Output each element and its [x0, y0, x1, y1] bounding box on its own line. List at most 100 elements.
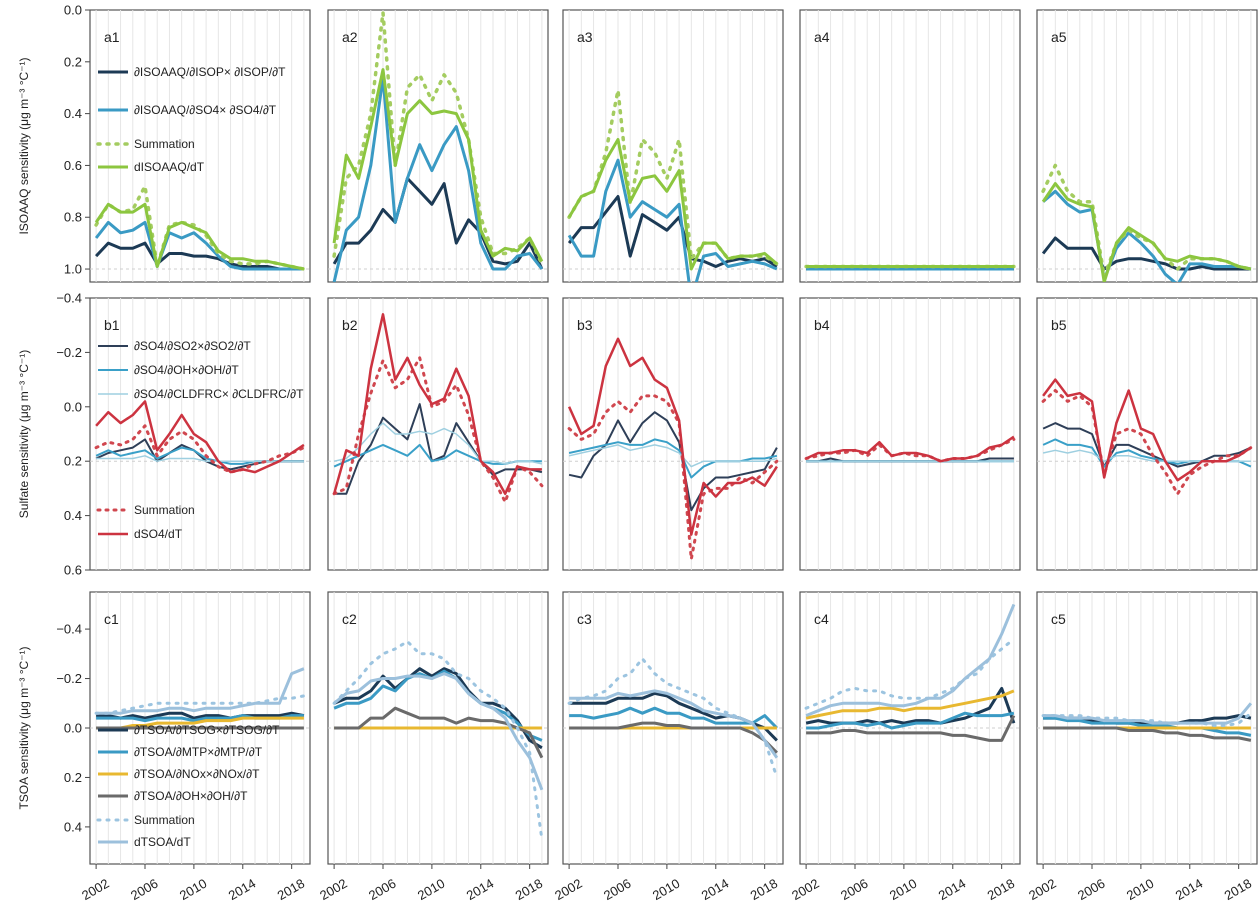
y-tick-label: 0.4 — [64, 819, 82, 834]
panel-label: c2 — [342, 611, 357, 627]
y-tick-label: 0.0 — [64, 399, 82, 414]
legend-label: Summation — [134, 813, 195, 827]
series-line-c1-6 — [96, 667, 305, 715]
series-line-c3-4 — [569, 721, 778, 754]
series-line-b4-5 — [805, 435, 1015, 463]
y-tick-label: −0.4 — [56, 291, 82, 306]
y-axis-label: TSOA sensitivity (μg m⁻³ °C⁻¹) — [17, 646, 31, 809]
panel-c3: c3 — [562, 591, 784, 865]
series-line-c4-6 — [805, 603, 1016, 717]
y-tick-label: 0.2 — [64, 54, 82, 69]
panel-label: c1 — [104, 611, 119, 627]
series-line-a3-2 — [567, 158, 778, 282]
legend-label: ∂SO4/∂SO2×∂SO2/∂T — [134, 339, 251, 353]
series-line-c1-5 — [94, 694, 306, 715]
x-tick-label: 2014 — [936, 876, 969, 903]
y-tick-label: 0.0 — [64, 3, 82, 18]
series-line-c2-6 — [333, 672, 544, 791]
series-line-b3-5 — [567, 337, 778, 536]
series-line-b3-3 — [568, 444, 778, 468]
panel-frame — [327, 297, 549, 571]
x-tick-label: 2006 — [1075, 876, 1108, 903]
panel-b2: b2 — [327, 297, 549, 571]
panel-label: b2 — [342, 317, 358, 333]
legend-label: dSO4/dT — [134, 527, 183, 541]
panel-frame — [799, 9, 1021, 283]
series-line-b2-3 — [333, 422, 543, 465]
x-tick-label: 2014 — [226, 876, 259, 903]
panel-frame — [1036, 9, 1258, 283]
legend-label: ∂ISOAAQ/∂SO4× ∂SO4/∂T — [134, 103, 277, 117]
x-tick-label: 2006 — [128, 876, 161, 903]
series-line-b5-5 — [1042, 378, 1252, 482]
panel-label: a3 — [577, 29, 593, 45]
legend-label: ∂TSOA/∂MTP×∂MTP/∂T — [134, 745, 263, 759]
y-tick-label: −0.4 — [56, 622, 82, 637]
panel-c4: c4 — [799, 591, 1021, 865]
series-line-b1-3 — [96, 455, 304, 462]
legend-label: ∂TSOA/∂OH×∂OH/∂T — [134, 789, 248, 803]
panel-b1: b1 — [89, 297, 311, 571]
series-line-b3-4 — [567, 394, 779, 561]
legend-row-2: ∂SO4/∂SO2×∂SO2/∂T ∂SO4/∂OH×∂OH/∂T ∂SO4/∂CL… — [96, 339, 304, 541]
y-tick-label: 0.4 — [64, 508, 82, 523]
panel-frame — [1036, 297, 1258, 571]
y-tick-label: −0.2 — [56, 345, 82, 360]
y-axis-label: Sulfate sensitivity (μg m⁻³ °C⁻¹) — [17, 350, 31, 518]
series-line-b1-4 — [94, 424, 306, 474]
legend-label: ∂SO4/∂OH×∂OH/∂T — [134, 363, 239, 377]
x-tick-label: 2014 — [1173, 876, 1206, 903]
x-tick-label: 2018 — [985, 876, 1018, 903]
panel-c2: c2 — [327, 591, 549, 865]
panel-label: c5 — [1051, 611, 1066, 627]
series-line-a5-2 — [1042, 189, 1252, 282]
series-line-c5-6 — [1043, 702, 1253, 725]
panel-label: c4 — [814, 611, 829, 627]
panel-a5: a5 — [1036, 9, 1258, 283]
panel-a3: a3 — [562, 9, 784, 283]
series-line-b3-1 — [568, 411, 778, 512]
series-line-a5-4 — [1041, 182, 1252, 282]
panel-b5: b5 — [1036, 297, 1258, 571]
panel-label: c3 — [577, 611, 592, 627]
series-line-c5-4 — [1043, 726, 1252, 742]
panel-label: b5 — [1051, 317, 1067, 333]
x-tick-label: 2002 — [552, 876, 585, 903]
x-tick-label: 2002 — [79, 876, 112, 903]
series-line-a2-2 — [332, 75, 544, 282]
x-tick-label: 2002 — [789, 876, 822, 903]
panel-label: a1 — [104, 29, 120, 45]
x-tick-label: 2014 — [699, 876, 732, 903]
series-line-c4-3 — [805, 689, 1015, 720]
panel-label: a4 — [814, 29, 830, 45]
series-line-c1-3 — [96, 716, 304, 730]
series-line-c3-6 — [569, 689, 779, 759]
series-line-a2-4 — [332, 68, 544, 262]
legend-label: ∂SO4/∂CLDFRC× ∂CLDFRC/∂T — [134, 387, 304, 401]
series-line-c4-2 — [806, 711, 1015, 730]
y-tick-label: 0.6 — [64, 158, 82, 173]
series-line-b2-4 — [332, 356, 544, 504]
y-axis-label: ISOAAQ sensitivity (μg m⁻³ °C⁻¹) — [17, 57, 31, 234]
series-line-a1-1 — [95, 241, 304, 271]
y-tick-label: 0.8 — [64, 210, 82, 225]
panel-b4: b4 — [799, 297, 1021, 571]
series-line-c1-1 — [96, 711, 305, 720]
y-tick-label: 0.2 — [64, 454, 82, 469]
x-tick-label: 2006 — [838, 876, 871, 903]
x-tick-label: 2010 — [1124, 876, 1157, 903]
x-tick-label: 2018 — [275, 876, 308, 903]
y-tick-label: 0.0 — [64, 721, 82, 736]
x-tick-label: 2002 — [317, 876, 350, 903]
series-line-b2-1 — [334, 403, 543, 495]
series-line-c4-4 — [806, 714, 1016, 742]
panel-frame — [562, 9, 784, 283]
series-line-c3-2 — [569, 706, 778, 730]
series-line-a1-4 — [94, 202, 305, 271]
y-tick-label: −0.2 — [56, 671, 82, 686]
x-tick-label: 2014 — [464, 876, 497, 903]
x-tick-label: 2010 — [177, 876, 210, 903]
x-tick-label: 2002 — [1026, 876, 1059, 903]
series-line-b1-5 — [95, 400, 305, 474]
legend-row-3: ∂TSOA/∂TSOG×∂TSOG/∂T ∂TSOA/∂MTP×∂MTP/∂T ∂T… — [96, 723, 280, 849]
